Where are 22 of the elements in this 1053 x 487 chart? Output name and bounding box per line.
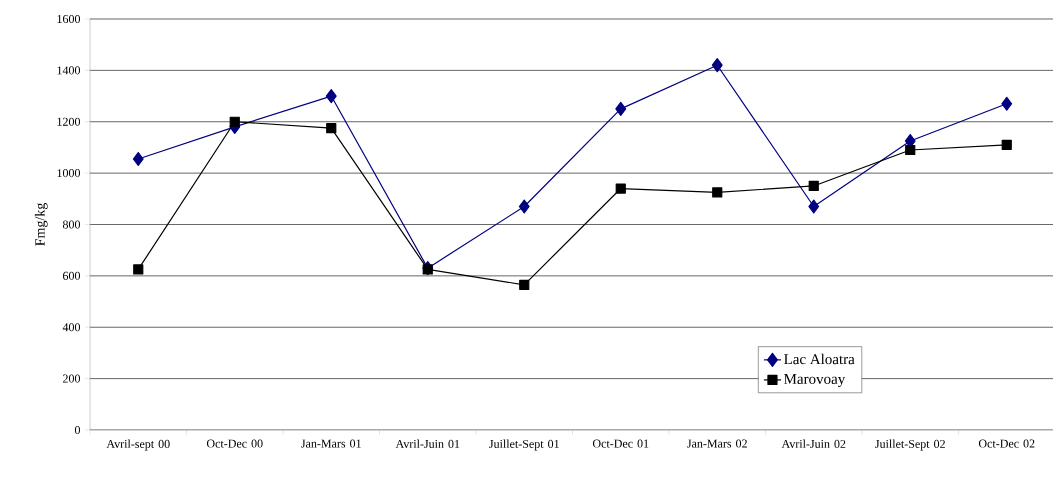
y-axis-title: Fmg/kg <box>34 202 48 246</box>
x-tick-label: Oct-Dec 00 <box>206 439 263 448</box>
x-tick-label: Oct-Dec 02 <box>978 439 1035 448</box>
y-tick-label: 1200 <box>57 117 81 126</box>
x-tick-label: Juillet-Sept 01 <box>489 439 559 451</box>
x-tick-label: Oct-Dec 01 <box>592 439 649 448</box>
y-tick-label: 800 <box>62 220 81 229</box>
legend-label: Lac Aloatra <box>784 353 855 365</box>
y-tick-label: 200 <box>63 374 81 383</box>
x-tick-label: Avril-Juin 02 <box>781 439 846 448</box>
x-tick-label: Jan-Mars 02 <box>687 439 747 448</box>
legend-label: Marovoay <box>784 374 846 388</box>
x-tick-label: Avril-Juin 01 <box>395 439 460 448</box>
x-tick-label: Jan-Mars 01 <box>301 439 361 448</box>
x-tick-label: Avril-sept 00 <box>106 439 170 451</box>
x-tick-label: Juillet-Sept 02 <box>875 439 945 451</box>
y-tick-label: 1000 <box>57 169 81 178</box>
y-tick-label: 600 <box>63 271 81 280</box>
y-tick-label: 0 <box>74 425 81 435</box>
y-tick-label: 400 <box>62 323 81 332</box>
y-tick-label: 1400 <box>57 66 81 75</box>
y-tick-label: 1600 <box>57 14 81 24</box>
